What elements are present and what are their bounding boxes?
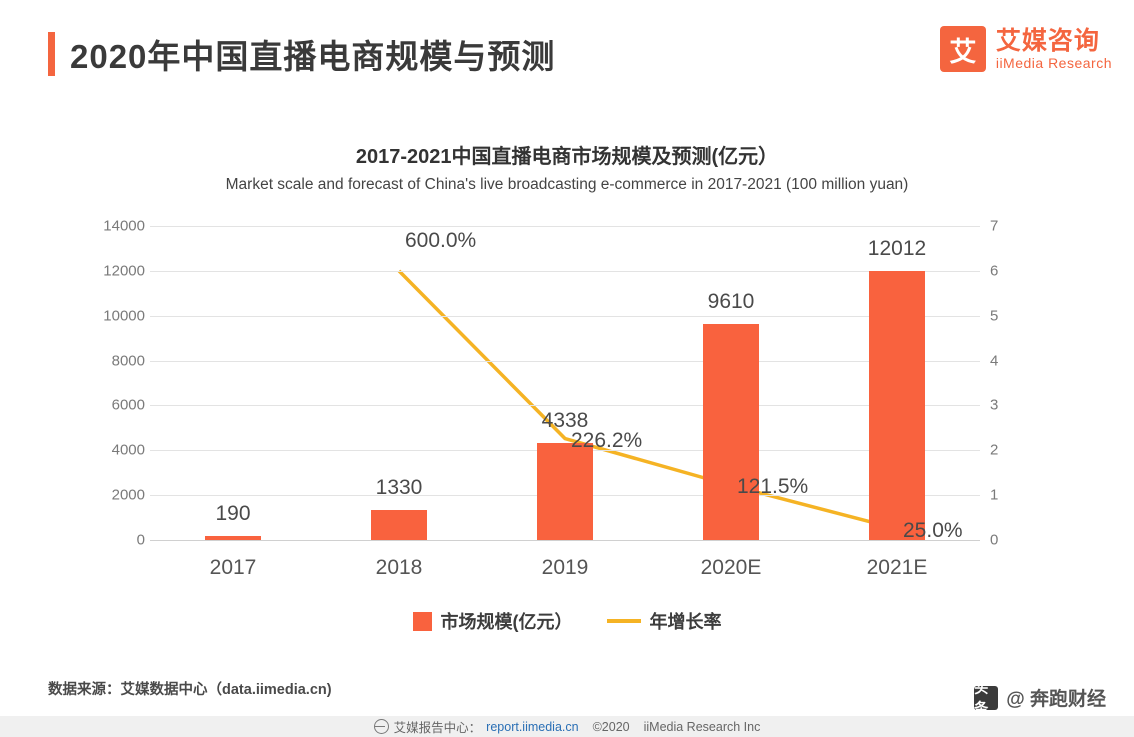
footer-report-label: 艾媒报告中心： (393, 721, 482, 735)
gridline (150, 360, 980, 362)
chart-title: 2017-2021中国直播电商市场规模及预测(亿元） (355, 146, 779, 168)
bar-value-label: 4338 (541, 408, 589, 432)
y-left-tick: 8000 (111, 352, 145, 370)
y-left-tick: 10000 (103, 307, 145, 325)
x-axis-tick: 2017 (209, 556, 257, 579)
title-accent-bar (48, 32, 55, 76)
legend-swatch-line-icon (606, 619, 641, 623)
x-axis-tick: 2020E (700, 556, 762, 579)
legend-label-bar: 市场规模(亿元） (440, 612, 573, 632)
x-axis-tick: 2021E (866, 556, 928, 579)
line-value-label: 600.0% (405, 228, 477, 252)
footer-bar: 艾媒报告中心： report.iimedia.cn ©2020 iiMedia … (0, 716, 1134, 737)
growth-rate-line (397, 269, 898, 531)
y-right-tick: 1 (990, 486, 999, 504)
legend-label-line: 年增长率 (649, 612, 722, 632)
y-right-tick: 7 (990, 217, 999, 235)
y-right-tick: 0 (990, 531, 999, 549)
y-right-tick: 3 (990, 396, 999, 414)
bar-value-label: 9610 (707, 290, 755, 314)
gridline (150, 315, 980, 317)
gridline (150, 226, 980, 227)
line-value-label: 121.5% (737, 475, 809, 499)
bar (703, 324, 759, 540)
y-right-tick: 6 (990, 262, 999, 280)
page-title: 2020年中国直播电商规模与预测 (70, 38, 556, 75)
bar (537, 442, 593, 540)
bar-value-label: 190 (215, 501, 251, 525)
footer-company: iiMedia Research Inc (643, 719, 761, 734)
y-left-tick: 0 (136, 531, 145, 549)
legend-item-line: 年增长率 (606, 608, 722, 634)
watermark: 头条 @ 奔跑财经 (974, 680, 1106, 716)
y-right-tick: 4 (990, 352, 999, 370)
x-axis-tick: 2019 (541, 556, 589, 579)
bar-value-label: 12012 (867, 236, 927, 260)
y-left-tick: 6000 (111, 396, 145, 414)
watermark-text: @ 奔跑财经 (1006, 689, 1106, 710)
y-left-tick: 2000 (111, 486, 145, 504)
plot-area: 190 1330 4338 9610 12012 600.0% 226.2% 121.5% 25… (150, 226, 980, 542)
gridline (150, 540, 980, 541)
footer-report-item: 艾媒报告中心： report.iimedia.cn (373, 717, 579, 736)
legend-item-bar: 市场规模(亿元） (412, 608, 573, 634)
line-value-label: 226.2% (571, 428, 643, 452)
data-source-note: 数据来源：艾媒数据中心（data.iimedia.cn) (48, 682, 332, 698)
gridline (150, 270, 980, 272)
y-left-tick: 14000 (103, 217, 145, 235)
brand-logo: 艾 艾媒咨询 iiMedia Research (939, 26, 1112, 72)
y-axis-right: 0 1 2 3 4 5 6 7 (990, 218, 1030, 549)
y-left-tick: 12000 (103, 262, 145, 280)
y-axis-left: 0 2000 4000 6000 8000 10000 12000 14000 (75, 218, 145, 549)
y-right-tick: 2 (990, 441, 999, 459)
toutiao-icon: 头条 (974, 680, 999, 716)
bar-value-label: 1330 (375, 476, 423, 500)
footer-copyright: ©2020 (592, 719, 630, 734)
legend-swatch-bar-icon (412, 611, 432, 631)
brand-text: 艾媒咨询 iiMedia Research (996, 27, 1112, 72)
globe-icon (373, 719, 389, 734)
chart-subtitle: Market scale and forecast of China's liv… (225, 176, 909, 193)
page-header: 2020年中国直播电商规模与预测 艾 艾媒咨询 iiMedia Research (0, 0, 1134, 110)
line-value-label: 25.0% (903, 518, 963, 542)
bar (869, 270, 925, 540)
y-left-tick: 4000 (111, 441, 145, 459)
gridline (150, 405, 980, 407)
brand-mark-icon: 艾 (939, 26, 986, 72)
brand-name-cn: 艾媒咨询 (995, 26, 1100, 55)
bar (205, 535, 261, 540)
brand-name-en: iiMedia Research (995, 55, 1112, 72)
x-axis-tick: 2018 (375, 556, 423, 579)
bar (371, 510, 427, 540)
footer-report-link[interactable]: report.iimedia.cn (486, 719, 579, 734)
chart-legend: 市场规模(亿元） 年增长率 (0, 608, 1134, 634)
y-right-tick: 5 (990, 307, 999, 325)
